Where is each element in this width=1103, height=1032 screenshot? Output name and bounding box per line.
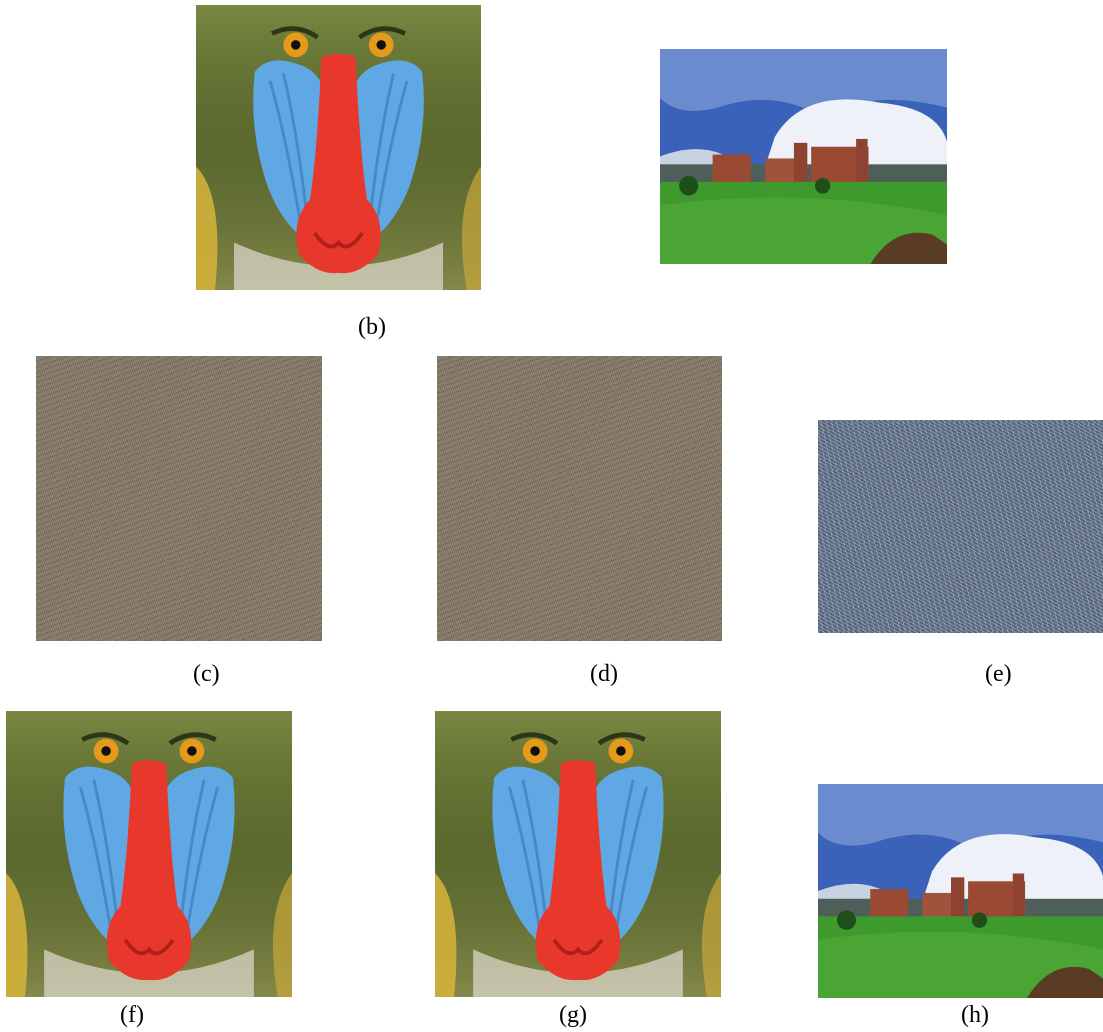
campus-image <box>660 49 947 264</box>
caption-c: (c) <box>193 661 220 687</box>
panel-b-campus-image <box>660 49 947 264</box>
panel-d-cipher-image <box>437 356 722 641</box>
caption-g: (g) <box>559 1002 587 1028</box>
caption-e: (e) <box>985 661 1012 687</box>
panel-f-baboon-image <box>6 711 292 997</box>
caption-d: (d) <box>590 661 618 687</box>
baboon-image <box>6 711 292 997</box>
panel-g-baboon-image <box>435 711 721 997</box>
caption-h: (h) <box>961 1002 989 1028</box>
baboon-image <box>435 711 721 997</box>
panel-c-cipher-image <box>36 356 322 641</box>
caption-f: (f) <box>120 1002 144 1028</box>
panel-e-cipher-image <box>818 420 1103 633</box>
panel-h-campus-image <box>818 784 1103 998</box>
panel-a-baboon-image <box>196 5 481 290</box>
campus-image <box>818 784 1103 998</box>
caption-b: (b) <box>358 314 386 340</box>
baboon-image <box>196 5 481 290</box>
